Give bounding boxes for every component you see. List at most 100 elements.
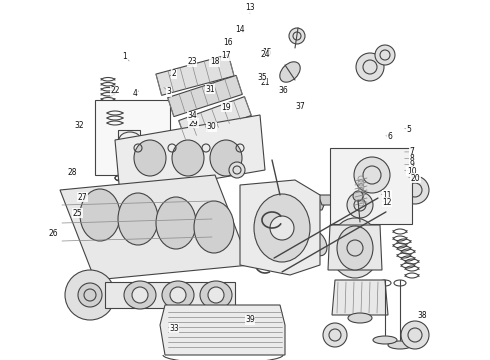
Polygon shape (160, 305, 285, 355)
Text: 4: 4 (132, 89, 137, 98)
Text: 2: 2 (172, 69, 176, 78)
Text: 39: 39 (245, 315, 255, 324)
Ellipse shape (306, 230, 327, 256)
Text: 18: 18 (210, 57, 220, 66)
Text: 35: 35 (257, 73, 267, 82)
Polygon shape (262, 205, 298, 215)
Ellipse shape (375, 45, 395, 65)
Ellipse shape (270, 216, 294, 240)
Text: 25: 25 (73, 208, 82, 217)
Ellipse shape (343, 233, 367, 263)
Text: 16: 16 (223, 38, 233, 47)
Ellipse shape (200, 281, 232, 309)
Ellipse shape (170, 287, 186, 303)
Ellipse shape (334, 214, 355, 239)
Ellipse shape (275, 205, 285, 215)
Ellipse shape (303, 200, 313, 210)
Polygon shape (168, 75, 243, 117)
Ellipse shape (229, 162, 245, 178)
Polygon shape (240, 180, 320, 275)
Ellipse shape (356, 53, 384, 81)
Ellipse shape (210, 140, 242, 176)
Ellipse shape (162, 281, 194, 309)
Bar (339, 200, 351, 207)
Ellipse shape (273, 193, 283, 203)
Ellipse shape (124, 281, 156, 309)
Ellipse shape (331, 195, 341, 205)
Bar (330, 148, 412, 224)
Ellipse shape (78, 283, 102, 307)
Ellipse shape (65, 270, 115, 320)
Polygon shape (332, 280, 388, 315)
Polygon shape (318, 195, 354, 205)
Ellipse shape (401, 321, 429, 349)
Text: 15: 15 (262, 48, 272, 57)
Ellipse shape (388, 341, 412, 349)
Text: 29: 29 (189, 119, 198, 128)
Ellipse shape (335, 191, 355, 219)
Ellipse shape (118, 193, 158, 245)
Polygon shape (60, 175, 250, 280)
Ellipse shape (208, 287, 224, 303)
Text: 27: 27 (77, 193, 87, 202)
Text: 37: 37 (295, 102, 305, 111)
Text: 19: 19 (221, 103, 231, 112)
Ellipse shape (156, 197, 196, 249)
Text: 31: 31 (205, 85, 215, 94)
Ellipse shape (278, 246, 299, 272)
Text: 30: 30 (207, 122, 217, 131)
Text: 28: 28 (68, 168, 77, 177)
Text: 22: 22 (110, 86, 120, 95)
Text: 1: 1 (122, 52, 127, 61)
Polygon shape (115, 115, 265, 195)
Text: 34: 34 (187, 112, 197, 120)
Text: 17: 17 (221, 51, 231, 60)
Polygon shape (156, 55, 234, 95)
Ellipse shape (254, 194, 310, 262)
Ellipse shape (122, 157, 128, 167)
Polygon shape (290, 200, 326, 210)
Ellipse shape (348, 313, 372, 323)
Text: 20: 20 (411, 174, 420, 183)
Ellipse shape (280, 62, 300, 82)
Ellipse shape (289, 28, 305, 44)
Ellipse shape (172, 140, 204, 176)
Text: 26: 26 (48, 229, 58, 238)
Text: 6: 6 (387, 132, 392, 141)
Text: 11: 11 (382, 191, 392, 199)
Ellipse shape (373, 336, 397, 344)
Ellipse shape (347, 192, 373, 218)
Ellipse shape (80, 189, 120, 241)
Polygon shape (95, 100, 170, 175)
Ellipse shape (132, 287, 148, 303)
Text: 8: 8 (409, 154, 414, 163)
Ellipse shape (337, 226, 373, 270)
Text: 9: 9 (409, 160, 414, 169)
Polygon shape (105, 282, 235, 308)
Text: 36: 36 (278, 86, 288, 95)
Bar (118, 130, 140, 148)
Ellipse shape (134, 140, 166, 176)
Text: 7: 7 (409, 148, 414, 156)
Text: 10: 10 (407, 166, 416, 175)
Text: 21: 21 (261, 77, 270, 86)
Text: 13: 13 (245, 3, 255, 12)
Ellipse shape (362, 198, 383, 223)
Text: 23: 23 (187, 57, 197, 66)
Polygon shape (328, 225, 382, 270)
Ellipse shape (323, 323, 347, 347)
Text: 24: 24 (261, 50, 270, 59)
Ellipse shape (353, 191, 363, 201)
Text: 5: 5 (407, 125, 412, 134)
Text: 33: 33 (169, 324, 179, 333)
Text: 3: 3 (167, 87, 172, 96)
Text: 38: 38 (417, 310, 427, 320)
Text: 12: 12 (382, 198, 392, 207)
Polygon shape (179, 96, 251, 139)
Text: 14: 14 (235, 25, 245, 34)
Text: 32: 32 (74, 121, 84, 130)
Ellipse shape (194, 201, 234, 253)
Ellipse shape (401, 176, 429, 204)
Ellipse shape (330, 218, 380, 278)
Ellipse shape (354, 157, 390, 193)
